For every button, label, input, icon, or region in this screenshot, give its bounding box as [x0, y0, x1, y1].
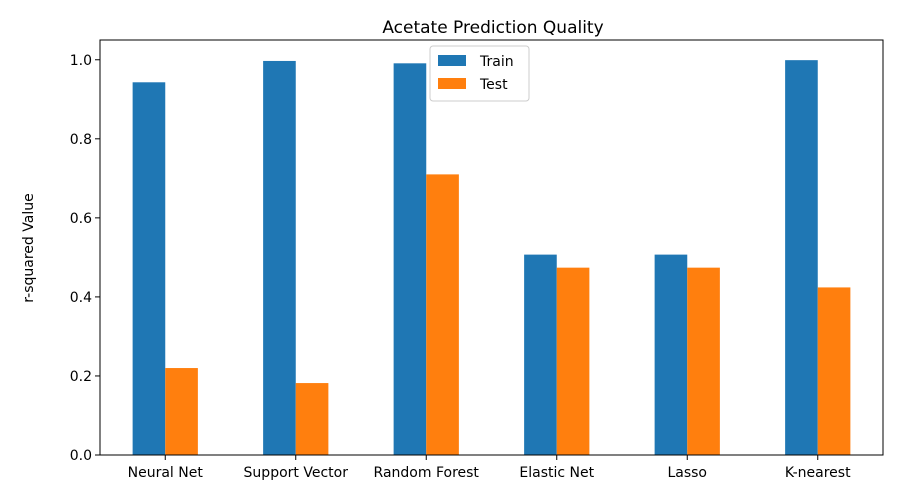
bar-train: [524, 254, 557, 455]
y-tick-label: 0.2: [70, 369, 92, 385]
x-tick-label: Neural Net: [128, 465, 204, 481]
bar-test: [817, 287, 851, 455]
legend: Train Test: [429, 45, 530, 102]
y-axis-label: r-squared Value: [21, 193, 37, 302]
bar-test: [556, 267, 590, 455]
y-tick-label: 0.8: [70, 132, 92, 148]
bar-test: [687, 267, 720, 455]
bar-train: [654, 254, 688, 455]
bar-test: [426, 174, 459, 455]
y-tick-label: 1.0: [70, 53, 92, 69]
bar-test: [165, 368, 198, 455]
bar-train: [785, 60, 818, 456]
legend-swatch-test: [438, 78, 466, 89]
plot-frame: [99, 39, 884, 456]
bar-test: [295, 383, 329, 455]
x-tick-label: K-nearest: [785, 465, 851, 481]
x-tick-label: Random Forest: [374, 465, 480, 481]
x-tick-label: Elastic Net: [519, 465, 594, 481]
legend-label: Train: [479, 54, 514, 70]
y-tick-label: 0.6: [70, 211, 92, 227]
bar-train: [263, 60, 296, 455]
chart-title: Acetate Prediction Quality: [382, 18, 603, 38]
legend-swatch-train: [438, 55, 466, 66]
bar-train: [132, 82, 166, 456]
x-tick-label: Lasso: [667, 465, 707, 481]
plot-area: 0.0 0.2 0.4 0.6 0.8 1.0 Neural Net Support Vect…: [70, 53, 851, 481]
x-tick-label: Support Vector: [244, 465, 349, 481]
legend-label: Test: [479, 77, 508, 93]
y-tick-label: 0.4: [70, 290, 92, 306]
y-tick-label: 0.0: [70, 448, 92, 464]
bar-train: [393, 63, 427, 456]
